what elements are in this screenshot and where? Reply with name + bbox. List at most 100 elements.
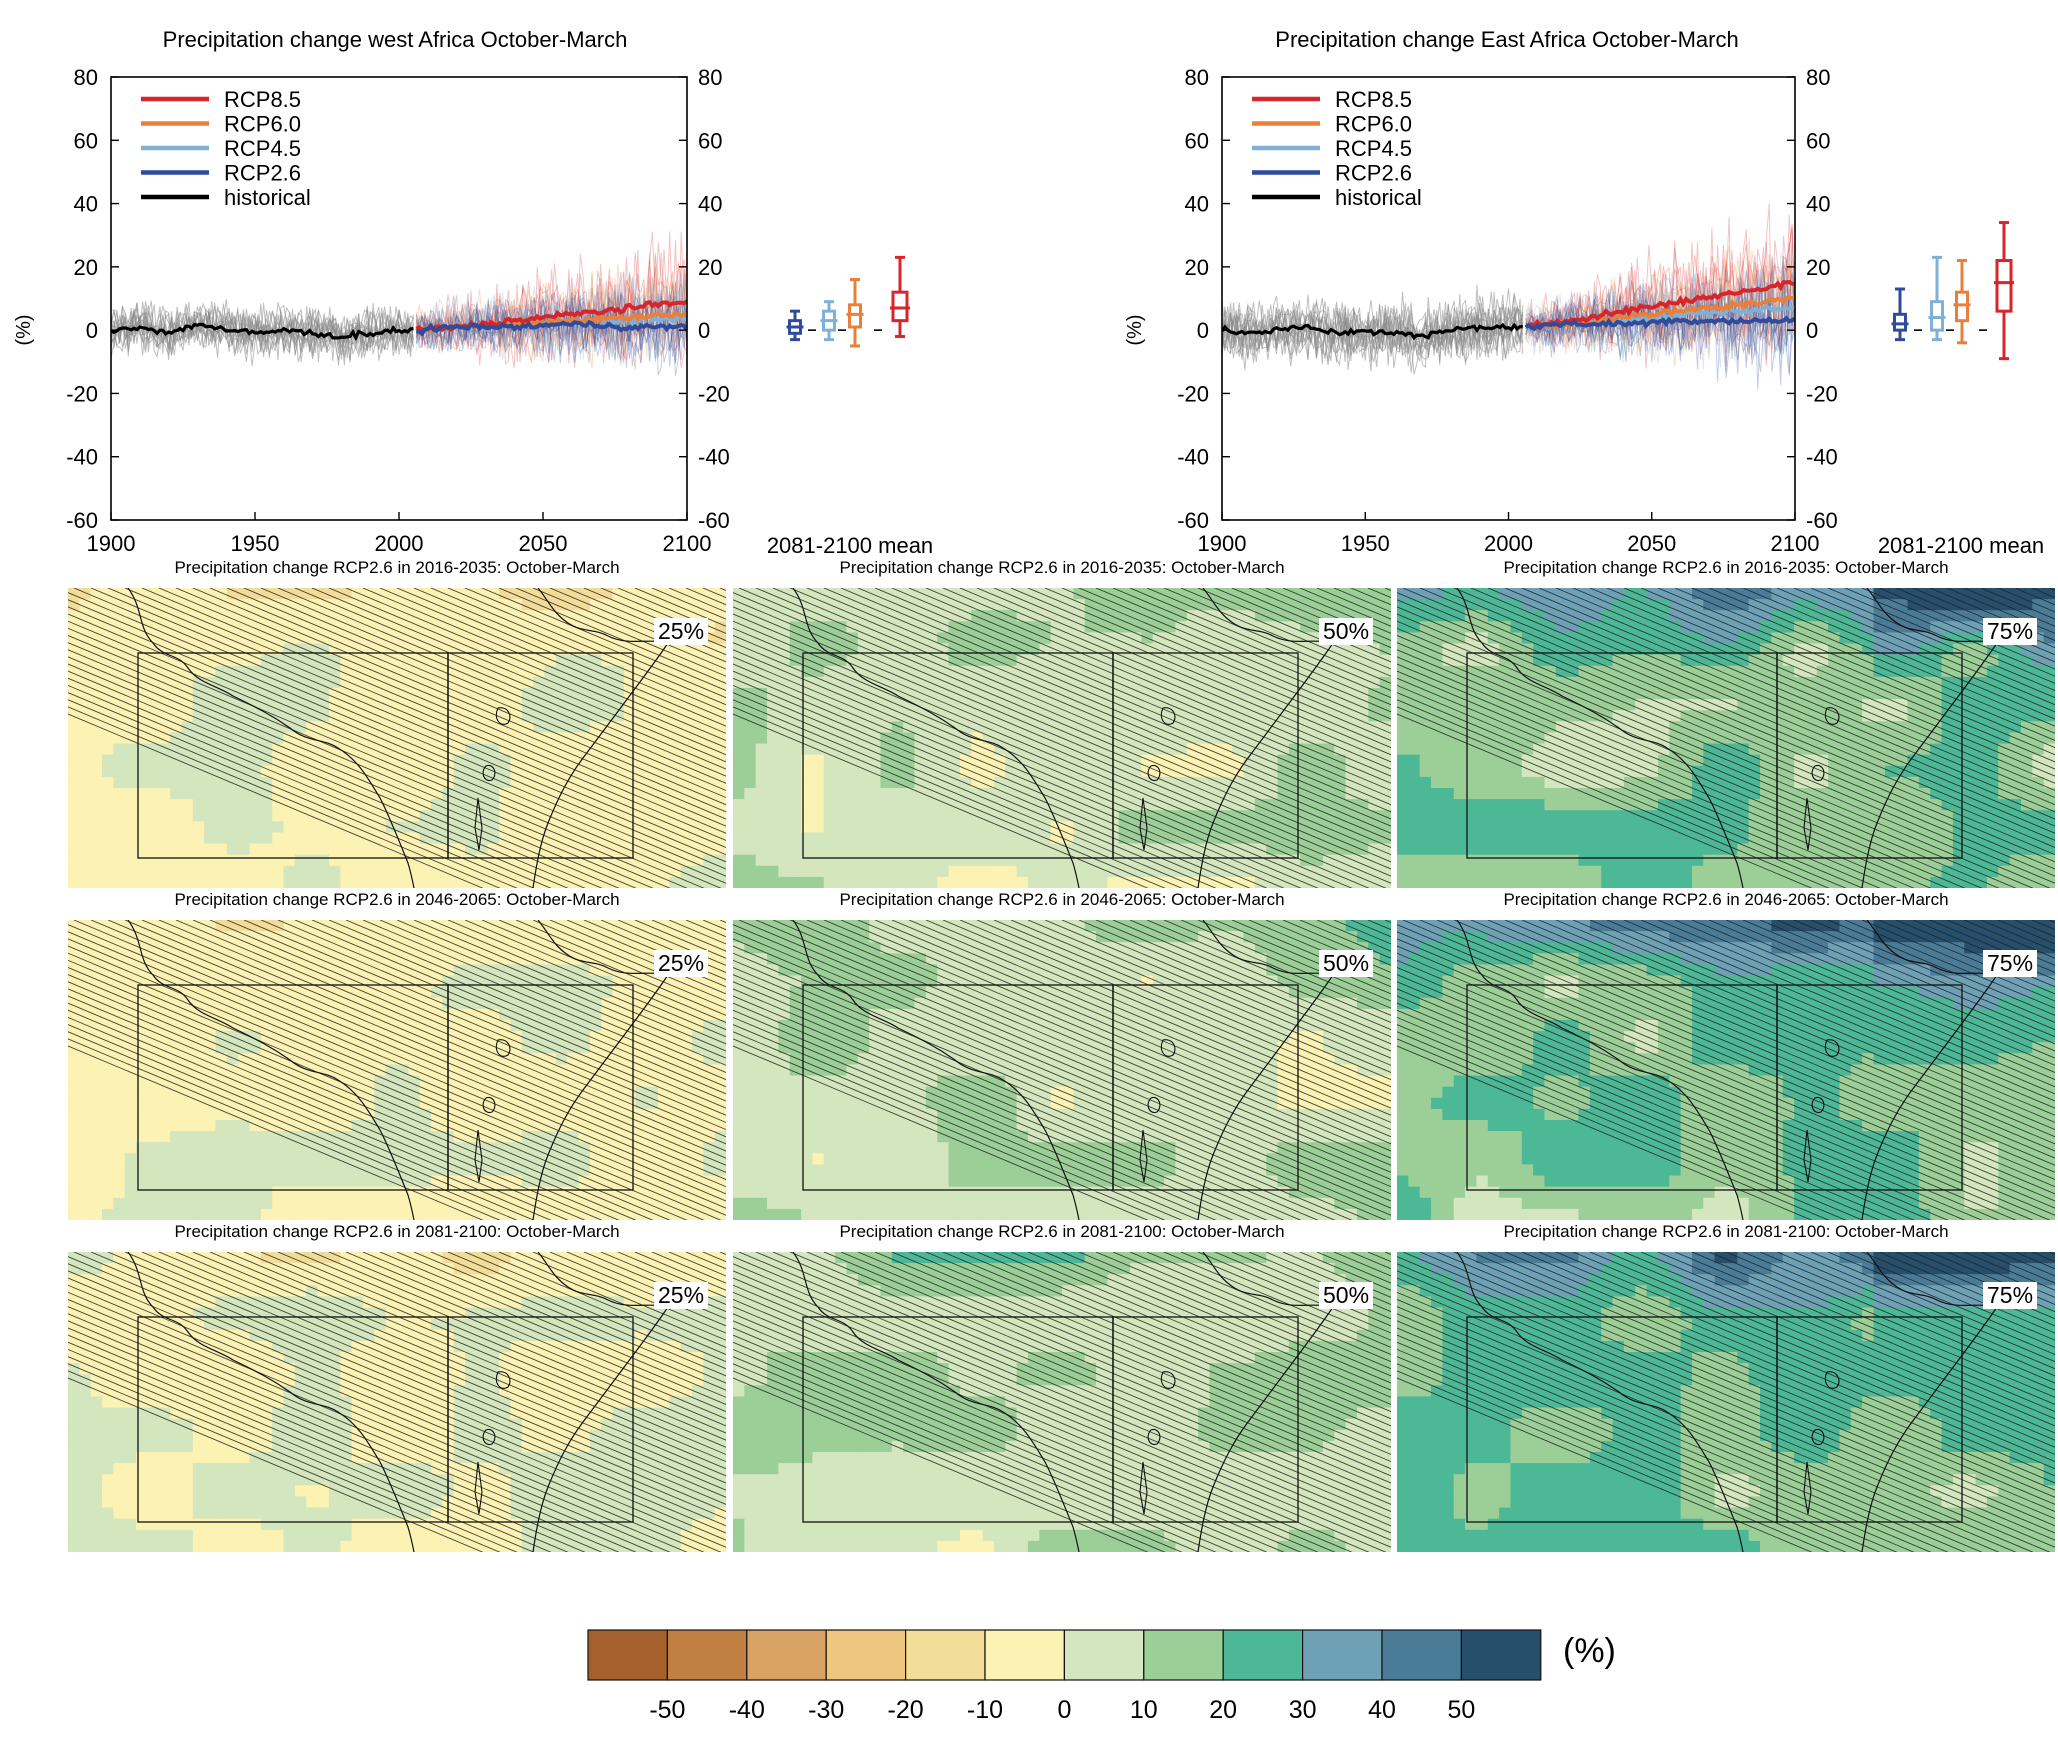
y-tick-label-right: -60 — [1806, 508, 1838, 533]
y-tick-label-right: 40 — [698, 192, 722, 217]
scenario-member-line — [1525, 266, 1795, 370]
region-box-east — [1776, 1316, 1963, 1523]
map-title: Precipitation change RCP2.6 in 2016-2035… — [839, 558, 1285, 577]
map-canvas — [68, 920, 726, 1220]
map-panel — [68, 588, 726, 888]
colorbar-tick-label: 20 — [1209, 1696, 1237, 1724]
y-tick-label-left: 40 — [74, 192, 98, 217]
map-panel — [733, 920, 1391, 1220]
significance-hatching — [733, 920, 1391, 1220]
map-title: Precipitation change RCP2.6 in 2081-2100… — [174, 1222, 620, 1241]
map-title: Precipitation change RCP2.6 in 2081-2100… — [1503, 1222, 1949, 1241]
map-canvas — [1397, 1252, 2055, 1552]
colorbar-box — [1063, 1629, 1145, 1681]
colorbar-tick-label: -50 — [649, 1696, 685, 1724]
coastline — [792, 1252, 1334, 1552]
y-tick-label-right: 40 — [1806, 192, 1830, 217]
colorbar-tick-label: -10 — [967, 1696, 1003, 1724]
region-box-east — [447, 652, 634, 859]
colorbar-box — [746, 1629, 827, 1681]
chart-title: Precipitation change west Africa October… — [163, 27, 628, 52]
map-canvas — [733, 1252, 1391, 1552]
scenario-member-line — [415, 231, 687, 368]
y-tick-label-right: 0 — [698, 318, 710, 343]
lake-outlines — [474, 707, 511, 851]
map-canvas — [68, 588, 726, 888]
y-tick-label-right: -60 — [698, 508, 730, 533]
coastline — [127, 588, 669, 888]
x-tick-label: 2000 — [375, 531, 424, 556]
percentile-label: 25% — [654, 1282, 709, 1309]
x-tick-label: 2100 — [1771, 531, 1820, 556]
scenario-member-line — [415, 293, 687, 362]
scenario-member-line — [415, 248, 687, 361]
lake-outlines — [1803, 1371, 1840, 1515]
y-tick-label-right: 80 — [1806, 65, 1830, 90]
boxplot-rcp45 — [1928, 255, 1946, 342]
scenario-member-line — [415, 256, 687, 364]
x-tick-label: 2100 — [663, 531, 712, 556]
x-tick-label: 2050 — [1627, 531, 1676, 556]
scenario-member-line — [1525, 279, 1795, 361]
lake-outlines — [1803, 707, 1840, 851]
percentile-label: 75% — [1983, 1282, 2038, 1309]
map-canvas — [733, 920, 1391, 1220]
map-panel — [1397, 588, 2055, 888]
map-field — [68, 1252, 726, 1552]
colorbar-tick-label: 30 — [1289, 1696, 1317, 1724]
map-title: Precipitation change RCP2.6 in 2081-2100… — [839, 1222, 1285, 1241]
colorbar-box — [1143, 1629, 1224, 1681]
map-title: Precipitation change RCP2.6 in 2046-2065… — [174, 890, 620, 909]
x-tick-label: 1900 — [1198, 531, 1247, 556]
boxplot-rcp45 — [820, 300, 838, 342]
lake-outlines — [474, 1371, 511, 1515]
y-tick-label-left: 20 — [74, 255, 98, 280]
series-line-rcp85 — [1525, 279, 1795, 329]
colorbar-tick-label: -20 — [888, 1696, 924, 1724]
scenario-member-line — [1525, 228, 1795, 360]
colorbar-ticks: -50 -40 -30 -20 -10 0 10 20 30 40 50 — [649, 1696, 1475, 1724]
colorbar-box — [904, 1629, 986, 1681]
region-box-east — [447, 984, 634, 1191]
percentile-label: 25% — [654, 618, 709, 645]
scenario-member-line — [415, 284, 687, 376]
y-tick-label-right: -20 — [698, 381, 730, 406]
series-line-historical — [1222, 322, 1523, 341]
colorbar-box — [1301, 1629, 1383, 1681]
colorbar-tick-label: 40 — [1368, 1696, 1396, 1724]
coastline — [792, 920, 1334, 1220]
y-tick-label-left: 60 — [74, 128, 98, 153]
historical-member-line — [1222, 298, 1524, 375]
region-box-east — [1112, 1316, 1299, 1523]
y-axis-label: (%) — [13, 314, 35, 345]
map-field — [68, 588, 726, 888]
significance-hatching — [1397, 1252, 2055, 1552]
y-tick-label-right: 20 — [1806, 255, 1830, 280]
colorbar-tick-label: -30 — [808, 1696, 844, 1724]
x-tick-label: 1950 — [1341, 531, 1390, 556]
map-field — [68, 920, 726, 1220]
series-line-rcp26 — [416, 319, 687, 337]
y-tick-label-left: -60 — [1177, 508, 1209, 533]
y-tick-label-right: -40 — [698, 445, 730, 470]
map-canvas — [1397, 588, 2055, 888]
y-tick-label-right: 0 — [1806, 318, 1818, 343]
scenario-member-line — [415, 276, 687, 361]
map-field — [1397, 588, 2055, 888]
percentile-label: 50% — [1319, 950, 1374, 977]
significance-hatching — [68, 1252, 726, 1552]
region-box-east — [1776, 984, 1963, 1191]
historical-member-line — [111, 302, 414, 363]
historical-member-line — [1222, 291, 1524, 372]
y-tick-label-left: 40 — [1185, 192, 1209, 217]
percentile-label: 50% — [1319, 1282, 1374, 1309]
colorbar-box — [1222, 1629, 1304, 1681]
legend-label: RCP2.6 — [1335, 161, 1412, 186]
y-tick-label-left: 60 — [1185, 128, 1209, 153]
boxplot-rcp26 — [1891, 287, 1909, 342]
region-box-east — [1776, 652, 1963, 859]
y-tick-label-left: -40 — [66, 445, 98, 470]
y-tick-label-left: 80 — [74, 65, 98, 90]
colorbar-unit: (%) — [1563, 1632, 1616, 1670]
boxplot-rcp60 — [846, 278, 864, 348]
